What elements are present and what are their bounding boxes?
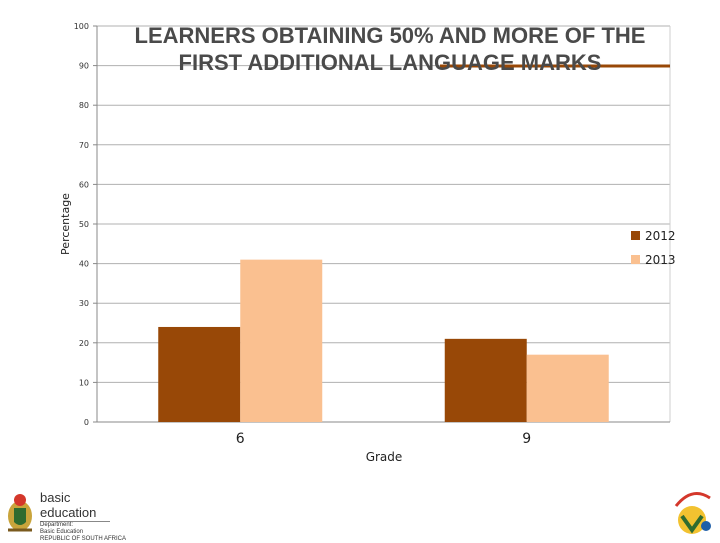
- y-tick-label: 20: [79, 339, 89, 348]
- bars: [158, 259, 609, 422]
- bar-2013-grade-9: [526, 354, 609, 422]
- y-tick-labels: 0 10 20 30 40 50 60 70 80 90 100: [74, 22, 89, 427]
- y-tick-label: 40: [79, 260, 89, 269]
- department-line: Department:: [40, 522, 74, 528]
- footer: basic education Department: Basic Educat…: [0, 486, 720, 543]
- legend: 2012 2013: [631, 229, 676, 267]
- y-tick-label: 80: [79, 101, 89, 110]
- anniversary-logo-icon: [674, 492, 711, 534]
- x-tick-label: 9: [522, 431, 531, 447]
- coat-of-arms-icon: [8, 494, 32, 532]
- x-axis-label: Grade: [366, 450, 403, 464]
- y-tick-label: 30: [79, 299, 89, 308]
- y-tick-label: 60: [79, 180, 89, 189]
- bar-2012-grade-6: [158, 326, 241, 422]
- legend-label: 2012: [645, 229, 676, 243]
- department-line: REPUBLIC OF SOUTH AFRICA: [40, 536, 127, 542]
- bar-2012-grade-9: [444, 338, 527, 422]
- legend-swatch: [631, 255, 640, 264]
- legend-swatch: [631, 231, 640, 240]
- chart-title: LEARNERS OBTAINING 50% AND MORE OF THE F…: [134, 23, 646, 75]
- y-tick-label: 50: [79, 220, 89, 229]
- y-tick-label: 90: [79, 62, 89, 71]
- department-line: Basic Education: [40, 529, 84, 535]
- legend-label: 2013: [645, 253, 676, 267]
- y-axis-label: Percentage: [59, 193, 72, 255]
- bar-2013-grade-6: [240, 259, 323, 422]
- x-tick-label: 6: [236, 431, 245, 447]
- y-tick-label: 70: [79, 141, 89, 150]
- y-tick-label: 0: [84, 418, 89, 427]
- department-name: basic education: [40, 490, 110, 522]
- gridlines: [93, 25, 671, 423]
- department-block: basic education Department: Basic Educat…: [40, 490, 126, 543]
- y-tick-label: 10: [79, 378, 89, 387]
- y-tick-label: 100: [74, 22, 89, 31]
